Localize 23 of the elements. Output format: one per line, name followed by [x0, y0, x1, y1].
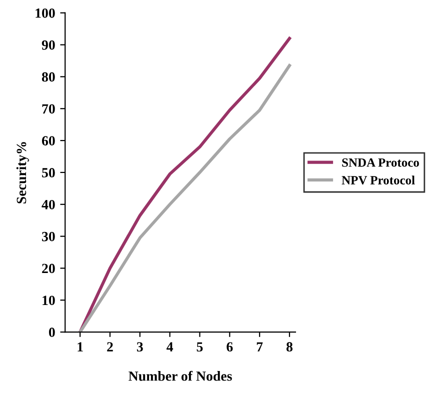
legend-label: SNDA Protoco	[342, 158, 419, 167]
x-tick-label: 6	[226, 342, 233, 352]
y-tick-label: 30	[42, 232, 55, 242]
y-tick-label: 100	[36, 8, 55, 18]
y-tick-label: 20	[42, 264, 55, 274]
x-tick-label: 8	[286, 342, 293, 352]
x-tick-label: 1	[78, 342, 83, 352]
x-tick-label: 5	[196, 342, 203, 352]
legend-label: NPV Protocol	[342, 176, 415, 185]
y-tick-label: 50	[42, 168, 55, 178]
x-axis-title: Number of Nodes	[128, 370, 232, 381]
x-tick-label: 7	[256, 342, 263, 352]
y-tick-label: 60	[42, 136, 55, 146]
y-tick-label: 10	[42, 296, 55, 306]
y-tick-label: 40	[42, 200, 55, 210]
y-axis-title: Security%	[16, 142, 30, 204]
x-tick-label: 4	[166, 342, 174, 352]
x-tick-label: 3	[136, 342, 143, 352]
y-tick-label: 80	[42, 72, 55, 82]
y-tick-label: 70	[42, 104, 55, 114]
y-tick-label: 90	[42, 40, 55, 50]
x-tick-label: 2	[107, 342, 113, 352]
y-tick-label: 0	[48, 328, 55, 338]
